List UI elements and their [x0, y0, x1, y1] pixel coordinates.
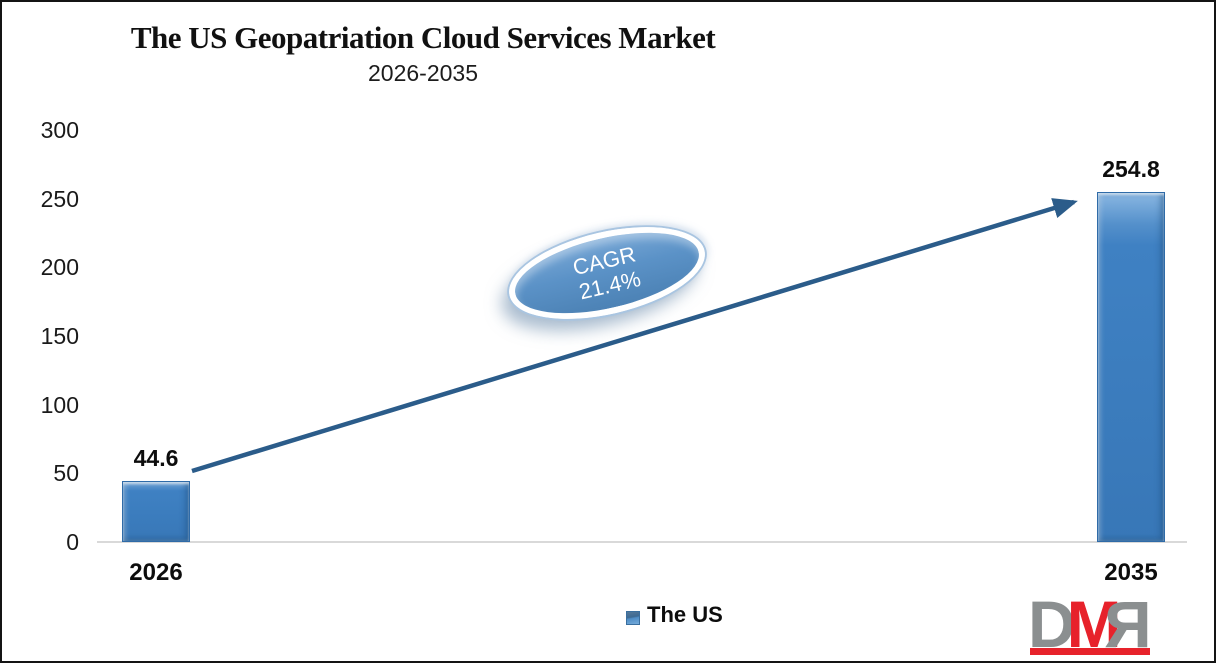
- value-label-2035: 254.8: [1102, 156, 1160, 183]
- x-axis-label-2026: 2026: [129, 559, 183, 586]
- legend-label: The US: [647, 602, 723, 627]
- x-axis-line: [97, 541, 1187, 543]
- legend-marker-icon: [626, 611, 640, 625]
- y-axis-tick-label: 150: [40, 323, 79, 349]
- dmr-logo: DMR: [1028, 587, 1214, 661]
- y-axis-tick-label: 250: [40, 185, 79, 212]
- chart-subtitle: 2026-2035: [368, 60, 478, 86]
- y-axis-tick-label: 100: [40, 391, 79, 418]
- bar-2035: [1097, 192, 1165, 542]
- value-label-2026: 44.6: [133, 444, 179, 471]
- logo-letter-r-mirrored: R: [1112, 587, 1152, 661]
- y-axis-tick-label: 300: [40, 117, 79, 143]
- legend: The US: [626, 602, 723, 628]
- chart-title: The US Geopatriation Cloud Services Mark…: [130, 20, 716, 55]
- y-axis-tick-label: 0: [66, 529, 79, 555]
- title-block: The US Geopatriation Cloud Services Mark…: [2, 20, 844, 87]
- x-axis-label-2035: 2035: [1104, 559, 1158, 586]
- logo-letter-m: M: [1066, 587, 1122, 661]
- y-axis-tick-label: 200: [40, 254, 79, 281]
- logo-red-underline: [1030, 648, 1150, 655]
- dmr-logo-letters: DMR: [1028, 587, 1152, 661]
- y-axis-tick-label: 50: [53, 460, 79, 487]
- bar-2026: [122, 480, 190, 542]
- cagr-annotation-ellipse: CAGR 21.4%: [500, 210, 714, 336]
